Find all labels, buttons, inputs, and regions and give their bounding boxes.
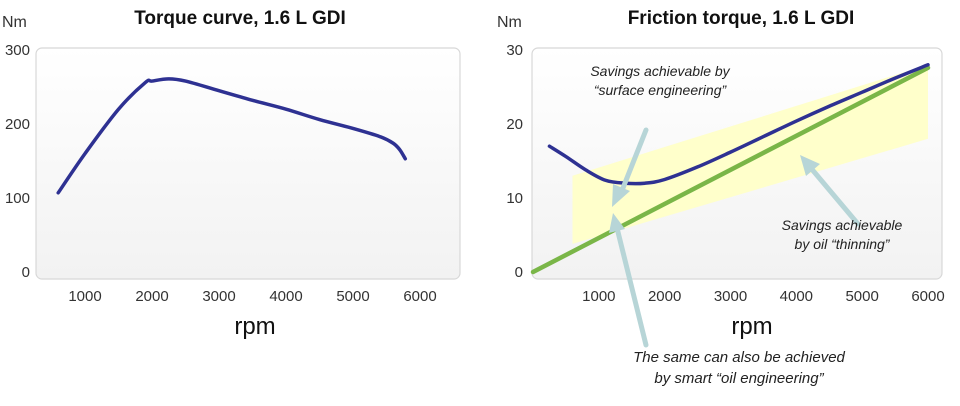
friction-x-tick-label: 3000 xyxy=(714,288,747,305)
friction-x-tick-label: 2000 xyxy=(648,288,681,305)
arrow-oil-thinning-head xyxy=(800,155,820,176)
friction-x-tick-label: 1000 xyxy=(582,288,615,305)
torque-x-tick-label: 5000 xyxy=(336,288,369,305)
arrow-surface-engineering xyxy=(618,127,649,196)
torque-x-label: rpm xyxy=(234,313,275,340)
torque-plot-area xyxy=(35,47,461,280)
friction-series-line-0 xyxy=(547,63,930,186)
torque-y-tick-label: 300 xyxy=(5,42,30,59)
friction-chart-title: Friction torque, 1.6 L GDI xyxy=(628,8,855,29)
friction-y-tick-label: 10 xyxy=(506,190,523,207)
annotation-oil-engineering-line-2: by smart “oil engineering” xyxy=(654,370,824,387)
friction-x-ticks: 1000 2000 3000 4000 5000 6000 xyxy=(582,288,945,305)
annotation-surface-engineering-line-1: Savings achievable by xyxy=(590,63,730,79)
torque-x-tick-label: 6000 xyxy=(403,288,436,305)
annotation-oil-thinning-line-1: Savings achievable xyxy=(782,217,903,233)
torque-series xyxy=(56,77,408,195)
annotation-oil-engineering-line-1: The same can also be achieved xyxy=(633,349,845,366)
arrow-oil-thinning xyxy=(807,164,861,227)
torque-x-tick-label: 1000 xyxy=(68,288,101,305)
arrow-oil-engineering xyxy=(614,225,649,348)
friction-shaded-regions xyxy=(572,64,928,244)
torque-y-tick-label: 0 xyxy=(22,264,30,281)
annotation-arrows xyxy=(609,127,861,348)
torque-chart: Torque curve, 1.6 L GDI Nm rpm 0 100 200 30… xyxy=(2,8,461,340)
friction-series-line-1 xyxy=(530,65,931,275)
torque-chart-title: Torque curve, 1.6 L GDI xyxy=(134,8,346,29)
friction-y-unit: Nm xyxy=(497,14,522,31)
torque-y-tick-label: 100 xyxy=(5,190,30,207)
arrow-surface-engineering-head xyxy=(612,184,630,207)
friction-chart: Friction torque, 1.6 L GDI Nm rpm 0 10 20 3… xyxy=(497,8,945,387)
friction-y-ticks: 0 10 20 30 xyxy=(506,42,523,281)
torque-y-tick-label: 200 xyxy=(5,116,30,133)
torque-x-tick-label: 4000 xyxy=(269,288,302,305)
torque-y-unit: Nm xyxy=(2,14,27,31)
friction-shaded-region-0 xyxy=(572,64,928,244)
friction-y-tick-label: 0 xyxy=(515,264,523,281)
torque-x-ticks: 1000 2000 3000 4000 5000 6000 xyxy=(68,288,436,305)
arrow-oil-engineering-head xyxy=(609,213,625,233)
annotation-surface-engineering-line-2: “surface engineering” xyxy=(594,82,728,98)
friction-x-tick-label: 4000 xyxy=(780,288,813,305)
torque-x-tick-label: 2000 xyxy=(135,288,168,305)
torque-y-ticks: 0 100 200 300 xyxy=(5,42,30,281)
friction-series xyxy=(530,63,931,275)
friction-x-tick-label: 6000 xyxy=(911,288,944,305)
torque-series-line-0 xyxy=(56,77,408,195)
annotation-oil-thinning-line-2: by oil “thinning” xyxy=(795,236,891,252)
friction-x-tick-label: 5000 xyxy=(845,288,878,305)
friction-x-label: rpm xyxy=(731,313,772,340)
torque-x-tick-label: 3000 xyxy=(202,288,235,305)
friction-y-tick-label: 30 xyxy=(506,42,523,59)
friction-y-tick-label: 20 xyxy=(506,116,523,133)
